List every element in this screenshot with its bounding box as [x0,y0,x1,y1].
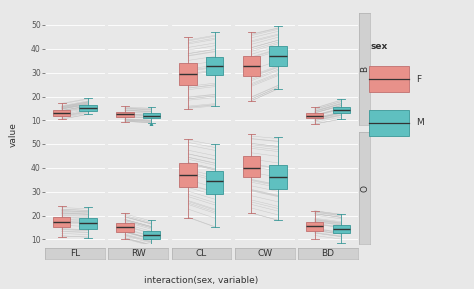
Bar [369,66,409,92]
Bar [333,225,350,234]
Bar [206,171,223,194]
Bar [80,218,97,229]
Text: F: F [416,75,421,84]
Bar [243,156,260,177]
Bar [80,105,97,111]
Bar [206,57,223,75]
Bar [269,165,287,189]
Bar [143,231,160,239]
Bar [180,163,197,187]
Bar [306,222,323,231]
Text: interaction(sex, variable): interaction(sex, variable) [144,276,259,285]
Text: BD: BD [321,249,335,258]
Text: M: M [416,118,423,127]
Text: value: value [9,122,18,147]
Bar [333,107,350,113]
Text: sex: sex [371,42,388,51]
Bar [116,223,134,232]
Bar [143,113,160,118]
Bar [53,110,70,116]
Bar [53,217,70,227]
Text: O: O [360,185,369,192]
Text: CL: CL [196,249,207,258]
Bar [180,63,197,85]
Bar [243,56,260,76]
Bar [369,110,409,136]
Bar [306,113,323,118]
Text: CW: CW [257,249,272,258]
Text: RW: RW [131,249,146,258]
Text: B: B [360,66,369,72]
Text: FL: FL [70,249,80,258]
Bar [269,47,287,66]
Bar [116,112,134,117]
